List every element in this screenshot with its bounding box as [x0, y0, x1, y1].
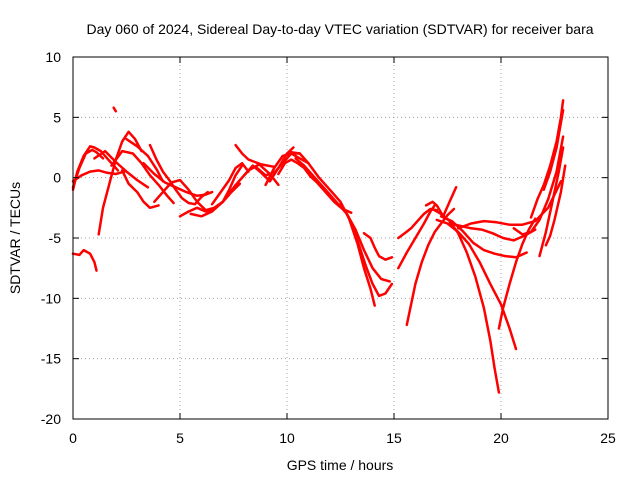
y-tick-label: -20 — [41, 411, 61, 427]
data-series-arc-06 — [97, 130, 143, 236]
data-series-arc-32 — [435, 218, 518, 351]
axis-ticks — [72, 56, 609, 420]
x-tick-label: 0 — [69, 430, 77, 446]
data-series-arc-23 — [290, 151, 376, 307]
x-tick-label: 10 — [279, 430, 295, 446]
data-series-arc-38 — [538, 146, 565, 258]
y-tick-label: 5 — [53, 109, 61, 125]
data-series-group — [71, 99, 567, 394]
data-series-arc-02 — [71, 148, 105, 189]
data-series-arc-15 — [189, 164, 244, 218]
data-series-arc-21 — [264, 152, 310, 187]
x-tick-label: 20 — [493, 430, 509, 446]
y-tick-label: -15 — [41, 351, 61, 367]
data-series-arc-10 — [125, 137, 165, 183]
data-series-arc-27 — [397, 207, 439, 240]
y-tick-label: -10 — [41, 290, 61, 306]
x-tick-label: 5 — [176, 430, 184, 446]
grid-lines — [73, 57, 608, 419]
data-series-arc-12 — [142, 161, 214, 198]
data-series-arc-40 — [542, 108, 565, 191]
data-series-arc-28 — [397, 204, 436, 270]
x-tick-label: 15 — [386, 430, 402, 446]
y-tick-label: -5 — [49, 230, 62, 246]
data-series-arc-05 — [112, 106, 118, 113]
data-series-arc-30 — [424, 186, 458, 218]
x-tick-label: 25 — [600, 430, 616, 446]
data-series-arc-11 — [148, 143, 210, 206]
data-series-arc-25 — [339, 202, 394, 298]
y-tick-labels: -20 -15 -10 -5 0 5 10 — [41, 49, 61, 427]
x-axis-label: GPS time / hours — [287, 457, 394, 473]
data-series-arc-09 — [120, 169, 160, 210]
data-series-arc-26 — [362, 231, 394, 261]
data-series-arc-08 — [110, 149, 175, 205]
y-tick-label: 10 — [45, 49, 61, 65]
data-series-arc-41 — [544, 164, 567, 247]
data-series-arc-31 — [431, 207, 501, 394]
data-series-arc-04 — [71, 248, 98, 272]
y-axis-label: SDTVAR / TECUs — [7, 182, 23, 294]
data-series-arc-07 — [93, 149, 150, 189]
data-series-arc-36 — [497, 217, 537, 330]
x-tick-labels: 0 5 10 15 20 25 — [69, 430, 616, 446]
data-series-arc-33 — [439, 215, 528, 259]
data-series-arc-37 — [512, 135, 565, 236]
data-series-arc-03 — [71, 169, 126, 183]
chart-title: Day 060 of 2024, Sidereal Day-to-day VTE… — [86, 21, 593, 37]
data-series-arc-17 — [234, 143, 276, 169]
data-series-arc-16 — [210, 161, 250, 206]
y-tick-label: 0 — [53, 170, 61, 186]
